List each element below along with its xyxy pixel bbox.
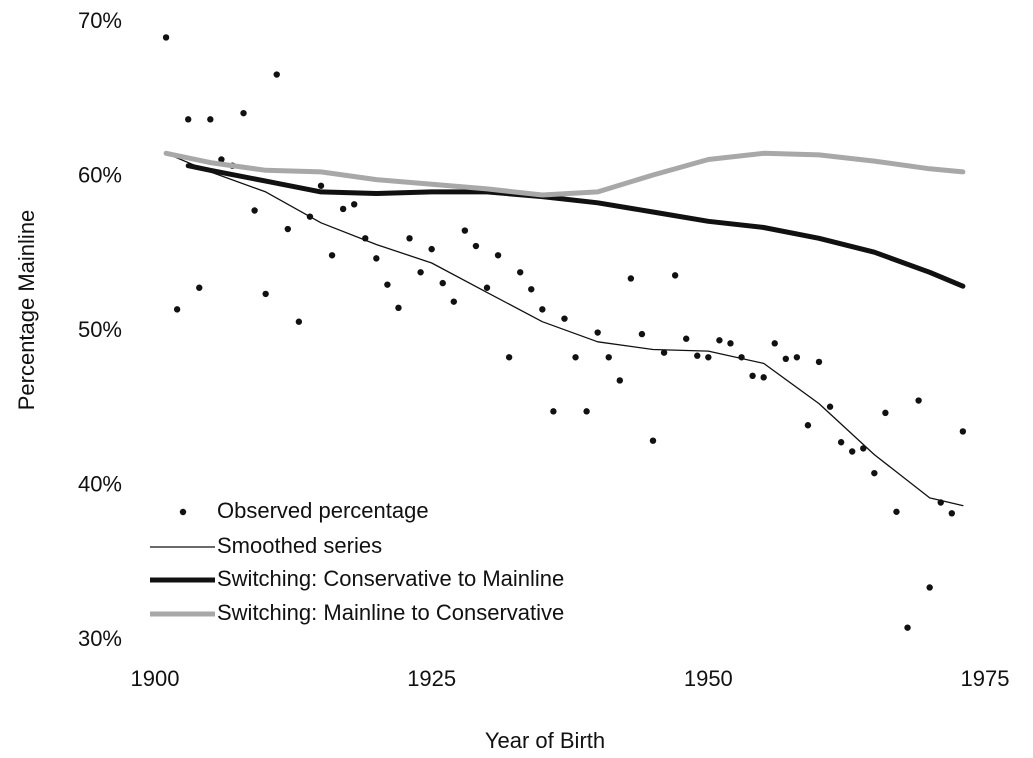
- data-point: [572, 354, 579, 361]
- data-point: [162, 34, 170, 41]
- data-point: [395, 304, 402, 312]
- data-point: [694, 352, 701, 359]
- data-point: [616, 377, 623, 384]
- data-point: [837, 439, 845, 446]
- data-point: [528, 286, 535, 293]
- x-tick-label: 1900: [131, 666, 180, 691]
- data-point: [915, 397, 922, 404]
- data-point: [771, 340, 778, 347]
- data-point: [683, 335, 690, 342]
- data-point: [273, 71, 280, 78]
- data-point: [904, 624, 911, 631]
- data-point: [539, 306, 546, 313]
- data-point: [705, 354, 712, 361]
- data-point: [727, 340, 734, 347]
- series-line: [165, 152, 964, 507]
- data-point: [594, 329, 601, 336]
- data-point: [262, 290, 269, 298]
- data-point: [240, 109, 247, 117]
- data-point: [373, 255, 380, 262]
- data-point: [196, 284, 203, 291]
- data-point: [461, 227, 469, 234]
- data-point: [439, 279, 446, 287]
- data-point: [251, 207, 258, 214]
- data-point: [339, 205, 347, 213]
- data-point: [328, 252, 336, 259]
- data-point: [428, 245, 435, 253]
- x-tick-label: 1925: [407, 666, 456, 691]
- data-point: [749, 372, 756, 380]
- data-point: [893, 508, 900, 515]
- data-point: [185, 116, 192, 123]
- data-point: [660, 349, 668, 356]
- x-axis-label: Year of Birth: [485, 728, 605, 753]
- data-point: [671, 272, 679, 279]
- data-point: [173, 306, 181, 313]
- data-point: [561, 315, 568, 322]
- y-tick-label: 70%: [78, 8, 122, 33]
- data-point: [760, 374, 767, 381]
- data-point: [860, 445, 867, 452]
- data-point: [882, 409, 889, 417]
- data-point: [517, 269, 524, 276]
- data-point: [649, 437, 657, 444]
- data-point: [406, 235, 413, 242]
- data-point: [317, 182, 325, 189]
- legend-label: Switching: Conservative to Mainline: [217, 566, 564, 591]
- series-line: [163, 150, 966, 198]
- legend-label: Observed percentage: [217, 498, 429, 523]
- x-tick-label: 1950: [684, 666, 733, 691]
- data-point: [494, 252, 502, 259]
- data-point: [815, 358, 823, 366]
- data-point: [483, 284, 491, 291]
- series-line: [185, 163, 966, 289]
- y-tick-label: 60%: [78, 162, 122, 187]
- y-tick-label: 50%: [78, 317, 122, 342]
- data-point: [550, 408, 557, 415]
- data-point: [295, 318, 303, 325]
- legend-label: Switching: Mainline to Conservative: [217, 600, 564, 625]
- data-point: [207, 116, 214, 123]
- legend-label: Smoothed series: [217, 533, 382, 558]
- y-tick-label: 30%: [78, 626, 122, 651]
- data-point: [871, 469, 878, 477]
- data-point: [782, 355, 789, 363]
- data-point: [472, 242, 480, 250]
- data-point: [218, 156, 225, 163]
- data-point: [450, 298, 457, 305]
- data-point: [638, 330, 646, 338]
- data-point: [605, 354, 612, 361]
- data-point: [793, 354, 801, 361]
- data-point: [926, 584, 933, 591]
- data-point: [804, 422, 812, 429]
- data-point: [284, 225, 291, 233]
- data-point: [384, 281, 391, 288]
- data-point: [948, 510, 955, 517]
- data-point: [826, 403, 834, 410]
- x-tick-label: 1975: [961, 666, 1010, 691]
- y-tick-label: 40%: [78, 471, 122, 496]
- data-point: [716, 337, 723, 344]
- data-point: [627, 275, 635, 282]
- data-point: [505, 354, 513, 361]
- y-axis-label: Percentage Mainline: [14, 210, 39, 411]
- data-point: [849, 448, 856, 455]
- data-point: [959, 428, 967, 435]
- data-point: [417, 269, 424, 276]
- data-point: [351, 201, 358, 208]
- legend-marker: [179, 508, 187, 516]
- data-point: [583, 408, 590, 415]
